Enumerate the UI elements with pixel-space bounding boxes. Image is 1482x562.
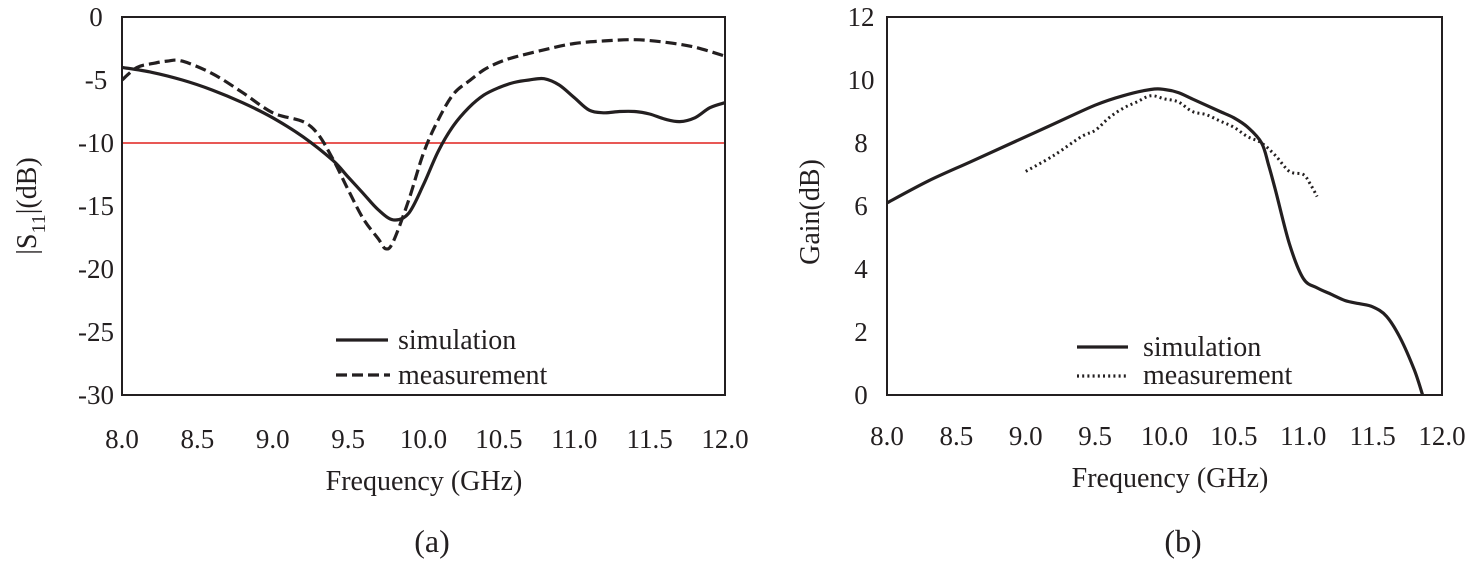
b-y-tick-label: 0: [854, 380, 868, 410]
a-y-tick-label: -15: [78, 191, 114, 221]
b-y-tick-label: 4: [854, 254, 868, 284]
b-y-tick-label: 10: [848, 65, 875, 95]
a-series-layer: [120, 38, 726, 251]
b-legend-measurement-label: measurement: [1143, 360, 1292, 391]
a-panel-label: (a): [414, 523, 450, 559]
a-y-tick-labels: 0 -5 -10 -15 -20 -25 -30: [78, 2, 114, 410]
b-x-tick-label: 9.0: [1009, 421, 1043, 451]
b-y-tick-label: 12: [848, 2, 875, 32]
b-x-tick-label: 10.5: [1210, 421, 1257, 451]
a-series-measurement: [120, 38, 726, 251]
b-y-axis-title: Gain(dB): [795, 159, 826, 265]
b-y-tick-label: 8: [854, 128, 868, 158]
a-x-tick-label: 9.5: [331, 424, 365, 454]
a-x-tick-label: 8.0: [105, 424, 139, 454]
a-legend-measurement-label: measurement: [398, 360, 547, 391]
a-x-tick-label: 12.0: [701, 424, 748, 454]
a-plot-frame: [121, 16, 726, 396]
a-x-tick-label: 11.0: [551, 424, 597, 454]
b-series-simulation: [886, 87, 1425, 396]
a-x-tick-label: 10.0: [400, 424, 447, 454]
b-panel-label: (b): [1164, 523, 1201, 559]
b-plot-frame: [886, 16, 1443, 396]
b-x-axis-title: Frequency (GHz): [1072, 463, 1269, 494]
chart-panel-b: 12 10 8 6 4 2 0 8.0 8.5 9.0 9.5 10.0 10.5 11.0 11.5 12…: [795, 2, 1466, 559]
chart-panel-a: 0 -5 -10 -15 -20 -25 -30 8.0 8.5 9.0 9.5 10.0 10.5 1…: [12, 2, 749, 559]
b-x-tick-label: 8.0: [870, 421, 904, 451]
a-legend-simulation-label: simulation: [398, 325, 516, 356]
b-legend: simulation measurement: [1077, 332, 1292, 391]
a-y-axis-title-main: |S: [12, 234, 43, 255]
b-x-tick-label: 12.0: [1418, 421, 1465, 451]
a-x-tick-labels: 8.0 8.5 9.0 9.5 10.0 10.5 11.0 11.5 12.0: [105, 424, 749, 454]
b-y-tick-label: 2: [854, 317, 868, 347]
b-x-tick-label: 10.0: [1141, 421, 1188, 451]
a-x-tick-label: 9.0: [256, 424, 290, 454]
a-series-simulation: [121, 65, 726, 222]
a-x-tick-label: 11.5: [627, 424, 673, 454]
b-x-tick-label: 8.5: [940, 421, 974, 451]
a-y-tick-label: -10: [78, 128, 114, 158]
b-y-tick-labels: 12 10 8 6 4 2 0: [848, 2, 875, 410]
a-y-axis-title-tail: |(dB): [12, 157, 43, 214]
a-y-tick-label: -30: [78, 380, 114, 410]
b-x-tick-label: 11.5: [1350, 421, 1396, 451]
a-y-axis-title-subscript: 11: [28, 214, 50, 233]
b-legend-simulation-label: simulation: [1143, 332, 1261, 363]
b-x-tick-labels: 8.0 8.5 9.0 9.5 10.0 10.5 11.0 11.5 12.0: [870, 421, 1466, 451]
a-y-axis-title: |S11|(dB): [12, 157, 50, 254]
a-x-axis-title: Frequency (GHz): [326, 466, 523, 497]
a-x-tick-label: 8.5: [181, 424, 215, 454]
a-legend: simulation measurement: [336, 325, 547, 391]
b-x-tick-label: 11.0: [1280, 421, 1326, 451]
a-y-tick-label: 0: [89, 2, 103, 32]
a-y-tick-label: -20: [78, 254, 114, 284]
b-series-measurement: [1025, 94, 1319, 198]
a-x-tick-label: 10.5: [475, 424, 522, 454]
b-series-layer: [886, 87, 1425, 396]
a-y-tick-label: -5: [85, 65, 108, 95]
b-x-tick-label: 9.5: [1078, 421, 1112, 451]
a-y-tick-label: -25: [78, 317, 114, 347]
b-y-tick-label: 6: [854, 191, 868, 221]
